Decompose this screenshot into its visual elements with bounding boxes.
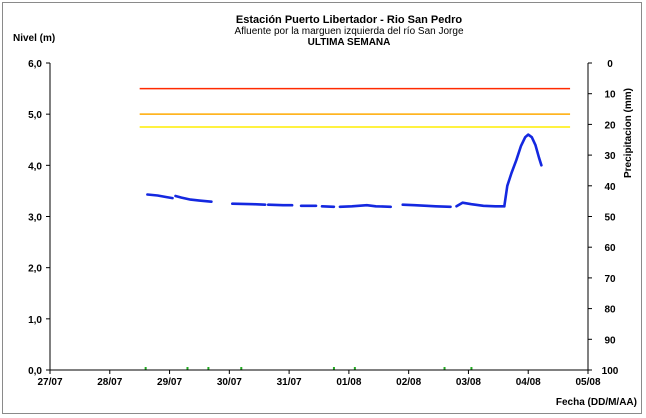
chart-title: Estación Puerto Libertador - Rio San Ped…: [236, 14, 462, 26]
precip-marker: [332, 367, 335, 370]
series-line-segment: [338, 203, 392, 209]
series-line-segment: [146, 193, 174, 200]
x-tick-label: 01/08: [336, 377, 361, 388]
precip-marker: [240, 367, 243, 370]
series-line-segment: [266, 203, 294, 207]
y-tick-label: 0,0: [28, 366, 42, 377]
chart-subtitle-2: ULTIMA SEMANA: [308, 37, 391, 48]
precip-marker: [353, 367, 356, 370]
precip-marker: [470, 367, 473, 370]
series-line-segment: [174, 194, 213, 203]
y2-tick-label: 30: [604, 151, 616, 162]
x-tick-label: 03/08: [456, 377, 481, 388]
y2-tick-label: 70: [604, 274, 616, 285]
chart-subtitle: Afluente por la marguen izquierda del rí…: [234, 26, 463, 37]
y2-tick-label: 100: [602, 366, 619, 377]
chart-svg: Estación Puerto Libertador - Rio San Ped…: [13, 14, 637, 408]
series-line-segment: [455, 201, 506, 208]
x-tick-label: 30/07: [217, 377, 242, 388]
y-tick-label: 5,0: [28, 110, 42, 121]
y2-tick-label: 50: [604, 213, 616, 224]
y2-tick-label: 90: [604, 335, 616, 346]
y2-tick-label: 80: [604, 305, 616, 316]
y-tick-label: 2,0: [28, 264, 42, 275]
x-tick-label: 05/08: [575, 377, 600, 388]
y2-axis-label: Precipitacion (mm): [623, 88, 634, 178]
x-tick-label: 04/08: [516, 377, 541, 388]
x-tick-label: 28/07: [97, 377, 122, 388]
chart-frame: Estación Puerto Libertador - Rio San Ped…: [2, 2, 642, 414]
series-line-segment: [320, 205, 336, 209]
precip-marker: [207, 367, 210, 370]
y2-tick-label: 40: [604, 182, 616, 193]
x-tick-label: 31/07: [277, 377, 302, 388]
y-axis-label: Nivel (m): [13, 33, 55, 44]
y-tick-label: 1,0: [28, 315, 42, 326]
precip-markers: [144, 367, 473, 370]
y2-tick-label: 20: [604, 120, 616, 131]
precip-marker: [144, 367, 147, 370]
y-tick-label: 6,0: [28, 59, 42, 70]
axes: 0,0 1,0 2,0 3,0 4,0 5,0 6,0 0 10 20 30 40 50 60 70 80 90…: [28, 59, 619, 388]
x-axis-label: Fecha (DD/M/AA): [556, 397, 637, 408]
y-tick-label: 4,0: [28, 161, 42, 172]
y-tick-label: 3,0: [28, 213, 42, 224]
x-tick-label: 29/07: [157, 377, 182, 388]
series-line-segment: [503, 133, 543, 208]
y2-tick-label: 0: [607, 59, 613, 70]
series-group: [146, 133, 543, 209]
precip-marker: [186, 367, 189, 370]
y2-tick-label: 60: [604, 243, 616, 254]
series-line-segment: [401, 203, 452, 209]
x-tick-label: 02/08: [396, 377, 421, 388]
threshold-lines: [139, 87, 571, 128]
precip-marker: [443, 367, 446, 370]
y2-tick-label: 10: [604, 90, 616, 101]
x-tick-label: 27/07: [37, 377, 62, 388]
series-line-segment: [231, 202, 267, 206]
